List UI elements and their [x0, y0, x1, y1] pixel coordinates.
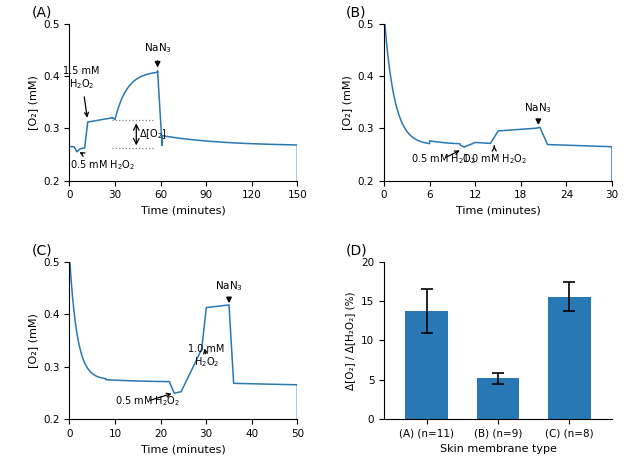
Text: 1.0 mM
H$_2$O$_2$: 1.0 mM H$_2$O$_2$ — [188, 344, 225, 369]
Y-axis label: [O₂] (mM): [O₂] (mM) — [28, 75, 38, 129]
X-axis label: Time (minutes): Time (minutes) — [141, 206, 226, 216]
Bar — [476, 378, 519, 419]
Text: $\Delta$[O$_2$]: $\Delta$[O$_2$] — [139, 128, 167, 141]
Text: NaN$_3$: NaN$_3$ — [215, 279, 243, 302]
Bar — [548, 297, 591, 419]
Y-axis label: [O₂] (mM): [O₂] (mM) — [28, 313, 38, 368]
Y-axis label: Δ[O₂] / Δ[H₂O₂] (%): Δ[O₂] / Δ[H₂O₂] (%) — [346, 291, 355, 390]
Text: 0.5 mM H$_2$O$_2$: 0.5 mM H$_2$O$_2$ — [115, 393, 180, 408]
Text: (C): (C) — [32, 243, 52, 258]
Text: 1.5 mM
H$_2$O$_2$: 1.5 mM H$_2$O$_2$ — [63, 66, 100, 116]
Text: 0.5 mM H$_2$O$_2$: 0.5 mM H$_2$O$_2$ — [70, 153, 135, 172]
X-axis label: Skin membrane type: Skin membrane type — [440, 444, 557, 454]
Bar — [406, 311, 448, 419]
Text: (A): (A) — [32, 5, 52, 19]
Text: 1.0 mM H$_2$O$_2$: 1.0 mM H$_2$O$_2$ — [462, 146, 527, 166]
Text: (D): (D) — [346, 243, 368, 258]
Text: NaN$_3$: NaN$_3$ — [143, 41, 172, 66]
X-axis label: Time (minutes): Time (minutes) — [456, 206, 540, 216]
Text: 0.5 mM H$_2$O$_2$: 0.5 mM H$_2$O$_2$ — [411, 151, 476, 166]
Text: (B): (B) — [346, 5, 367, 19]
X-axis label: Time (minutes): Time (minutes) — [141, 444, 226, 454]
Y-axis label: [O₂] (mM): [O₂] (mM) — [342, 75, 352, 129]
Text: NaN$_3$: NaN$_3$ — [524, 101, 552, 123]
